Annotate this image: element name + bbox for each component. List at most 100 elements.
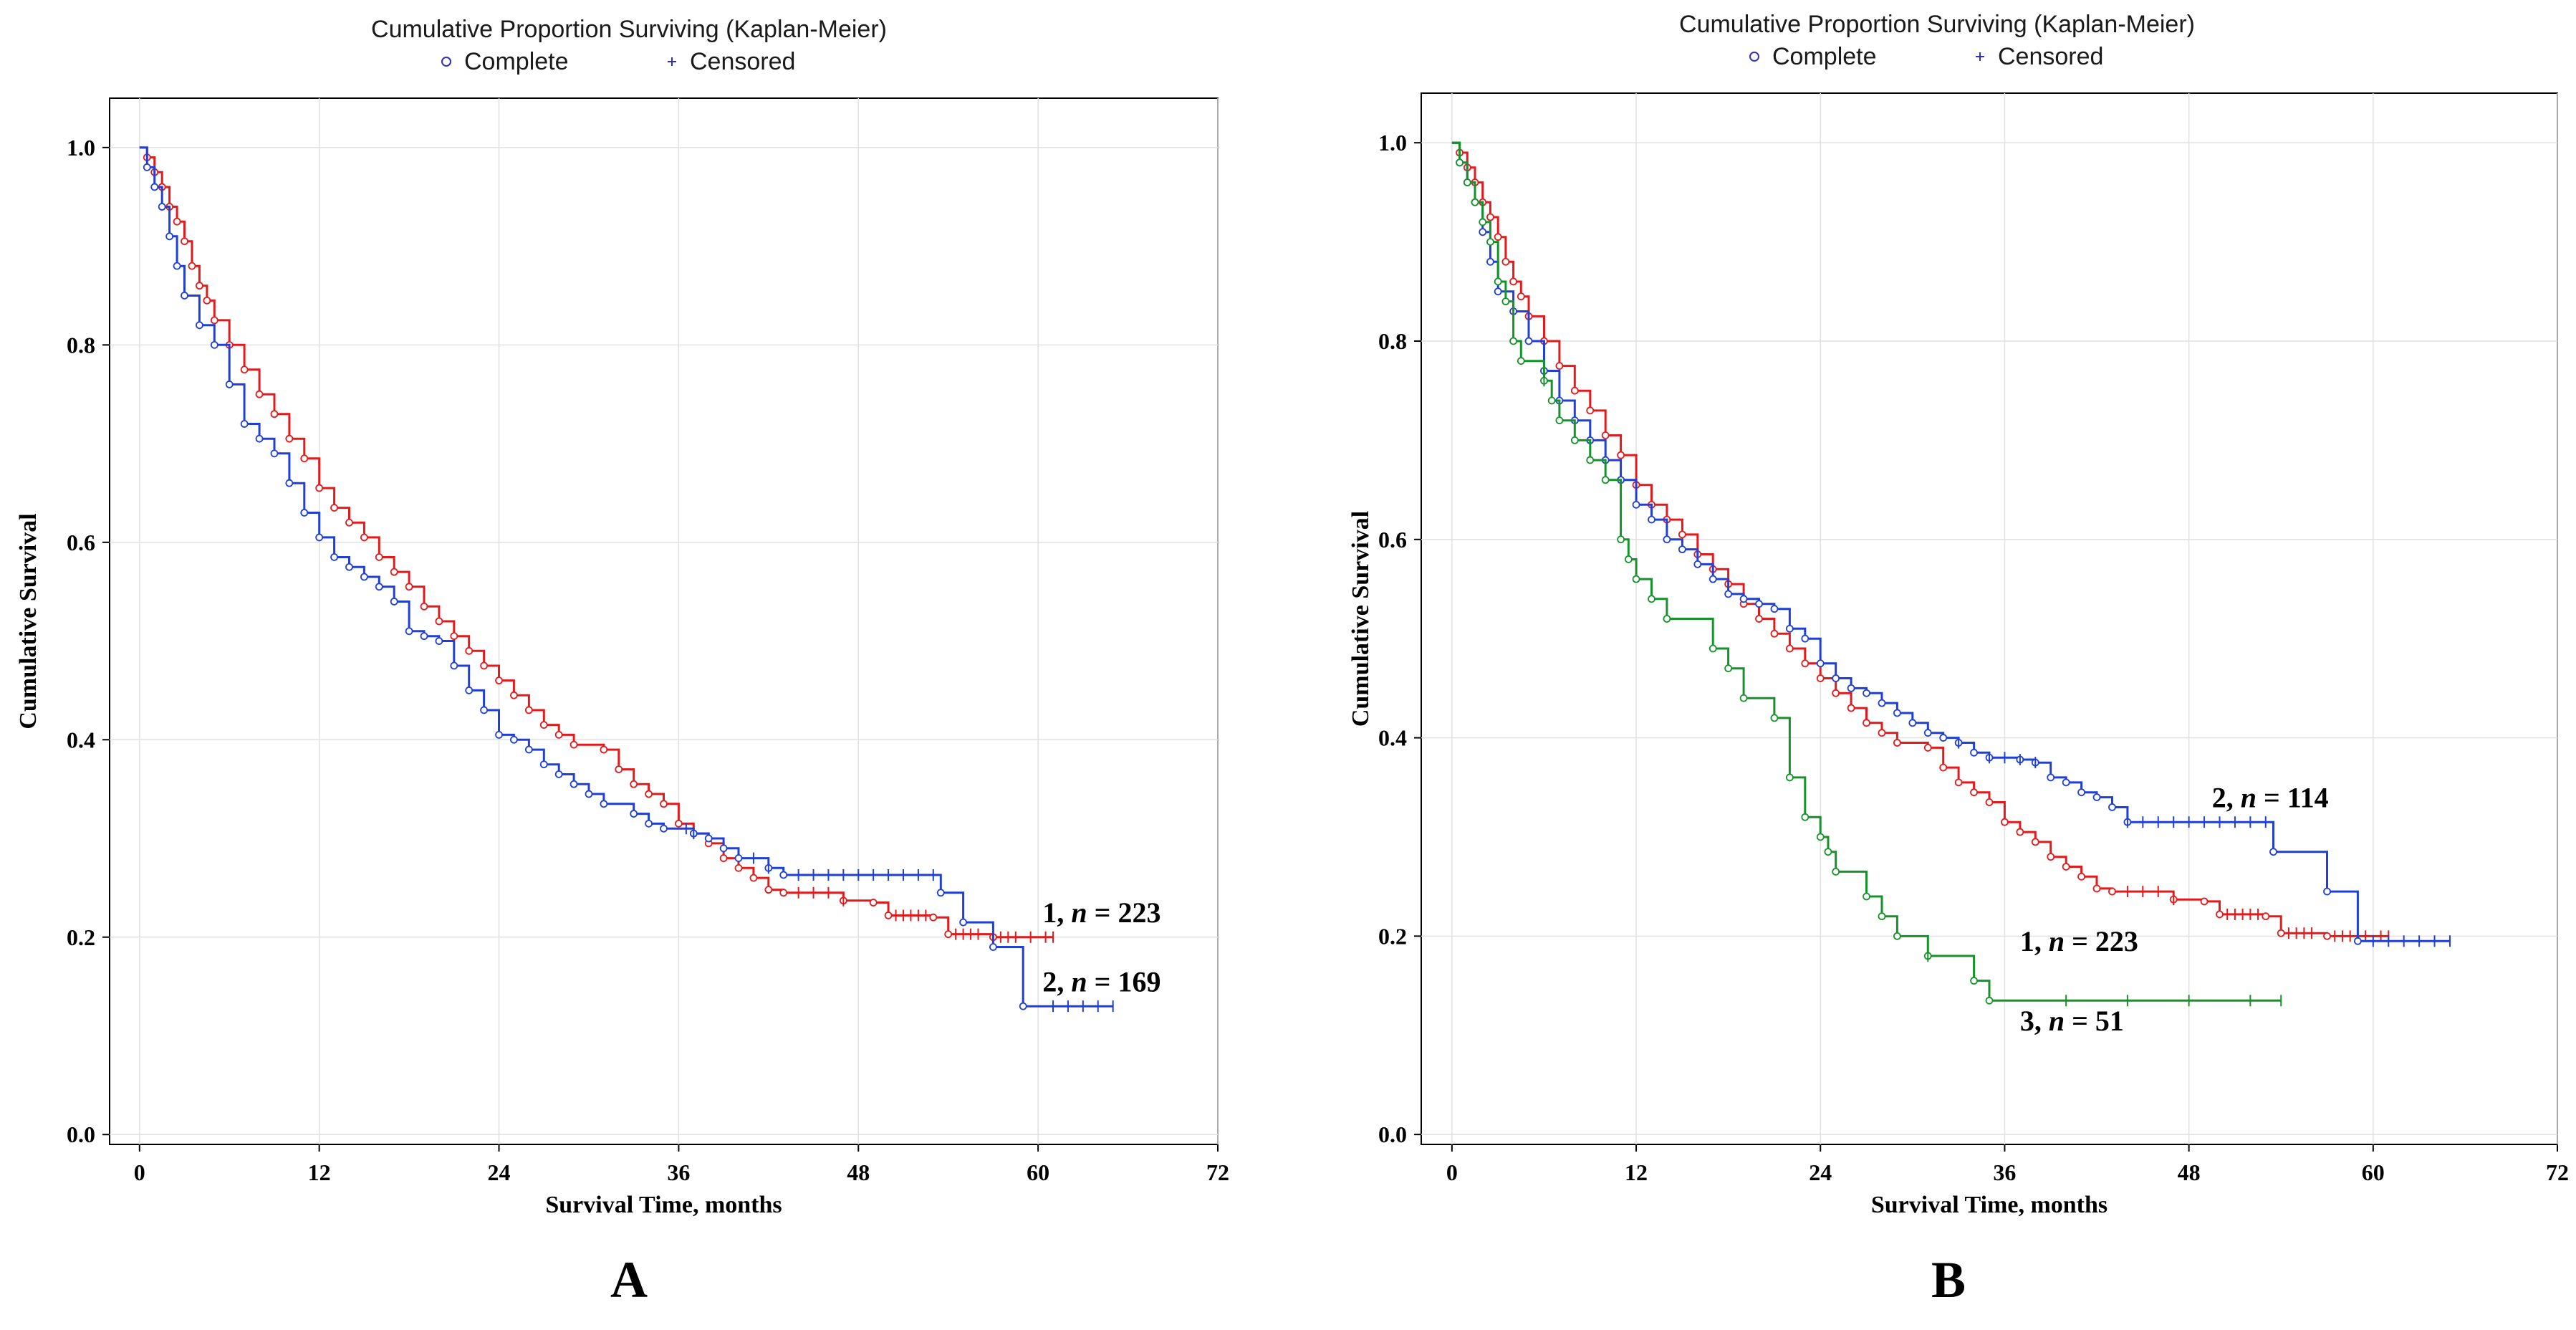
series-1-event-marker <box>600 745 608 754</box>
series-1-event-marker <box>1555 362 1564 370</box>
series-3-event-marker <box>1509 337 1517 345</box>
series-3-event-marker <box>1893 932 1901 940</box>
series-2-event-marker <box>1816 659 1825 668</box>
annotation-n-symbol: n <box>2241 781 2257 813</box>
series-1-event-marker <box>420 602 428 611</box>
series-3-event-marker <box>1479 218 1487 226</box>
series-2-event-marker <box>1739 595 1748 603</box>
series-1-event-marker <box>188 262 196 270</box>
series-1-event-marker <box>255 390 264 398</box>
series-3-event-marker <box>1724 664 1733 673</box>
series-1-event-marker <box>1601 431 1610 439</box>
series-3-event-marker <box>1739 694 1748 702</box>
series-1: 1, n = 223 <box>139 146 1161 943</box>
chart-title: Cumulative Proportion Surviving (Kaplan-… <box>1679 11 2195 38</box>
series-2-event-marker <box>1019 1002 1027 1010</box>
series-2-event-marker <box>165 232 174 241</box>
series-1-event-marker <box>435 617 443 626</box>
series-3-event-marker <box>1486 238 1494 246</box>
legend-complete-label: Complete <box>1772 43 1877 70</box>
series-1-event-marker <box>390 568 398 576</box>
series-2-event-marker <box>2092 793 2101 802</box>
x-tick-label: 0 <box>134 1159 145 1185</box>
series-1-event-marker <box>2277 929 2285 937</box>
series-2-event-marker <box>435 637 443 645</box>
series-1-event-marker <box>196 282 203 290</box>
series-2-line <box>1451 141 2450 942</box>
series-3-event-marker <box>1863 892 1870 901</box>
series-3-event-marker <box>1501 297 1510 306</box>
series-3-event-marker <box>1985 996 1994 1005</box>
series-1-event-marker <box>2016 828 2024 836</box>
series-2-event-marker <box>1632 500 1640 509</box>
series-3-event-marker <box>1547 396 1556 405</box>
y-tick-label: 0.6 <box>1378 527 1407 552</box>
series-1-event-marker <box>1847 704 1855 712</box>
series-1-event-marker <box>360 533 368 542</box>
series-2-event-marker <box>1663 535 1671 544</box>
series-2-event-marker <box>173 262 181 270</box>
plot-frame <box>109 97 1219 1145</box>
series-2-event-marker <box>1970 748 1978 757</box>
series-1-event-marker <box>480 661 489 670</box>
series-1-event-marker <box>1923 744 1932 752</box>
series-1-event-marker <box>1570 386 1579 395</box>
series-3-annotation: 3, n = 51 <box>2020 1005 2124 1037</box>
annotation-count: = 223 <box>1087 896 1161 929</box>
series-1-event-marker <box>510 691 518 699</box>
series-2-event-marker <box>1923 729 1932 737</box>
series-1-event-marker <box>1801 659 1810 668</box>
series-1-event-marker <box>749 874 758 882</box>
series-1-event-marker <box>779 889 788 897</box>
y-axis-label: Cumulative Survival <box>15 513 42 729</box>
series-2-event-marker <box>2323 887 2331 896</box>
series-2-annotation: 2, n = 169 <box>1042 966 1160 998</box>
series-2-event-marker <box>704 834 713 843</box>
series-1-event-marker <box>2062 863 2070 871</box>
annotation-group: 2, <box>1042 966 1071 998</box>
series-1-event-marker <box>1939 763 1948 772</box>
annotation-count: = 51 <box>2065 1005 2124 1037</box>
annotation-count: = 223 <box>2065 925 2138 957</box>
y-tick-label: 1.0 <box>1378 130 1407 156</box>
y-tick-label: 0.8 <box>1378 328 1407 354</box>
series-2-event-marker <box>240 420 249 428</box>
series-2-event-marker <box>1693 560 1702 568</box>
series-2-event-marker <box>524 745 533 754</box>
series-2-event-marker <box>630 810 638 818</box>
series-1-event-marker <box>569 740 578 749</box>
series-2-event-marker <box>480 706 489 714</box>
series-1-event-marker <box>1755 615 1763 623</box>
x-tick-label: 24 <box>1809 1159 1832 1185</box>
series-2-event-marker <box>390 598 398 606</box>
series-2-event-marker <box>1486 257 1494 266</box>
series-1-event-marker <box>2031 838 2039 846</box>
series-1-event-marker <box>884 912 893 919</box>
series-1-event-marker <box>330 504 338 512</box>
series-3-event-marker <box>1494 277 1502 286</box>
y-tick-label: 0.4 <box>1378 725 1407 751</box>
x-tick-label: 60 <box>2362 1159 2385 1185</box>
series-2-event-marker <box>539 760 548 769</box>
series-2-event-marker <box>734 854 743 862</box>
series-2-event-marker <box>1908 719 1917 727</box>
series-1-event-marker <box>645 790 653 798</box>
series-3-event-marker <box>1648 595 1655 603</box>
series-3-event-marker <box>1555 416 1564 425</box>
annotation-n-symbol: n <box>1071 966 1087 998</box>
series-3-event-marker <box>1601 476 1610 484</box>
series-3-event-marker <box>1824 848 1832 856</box>
annotation-group: 1, <box>2020 925 2049 957</box>
series-2-event-marker <box>375 583 383 591</box>
series-1-event-marker <box>181 237 188 246</box>
y-tick-label: 0.0 <box>67 1121 95 1147</box>
x-tick-label: 72 <box>2546 1159 2569 1185</box>
series-2-event-marker <box>1678 545 1686 554</box>
series-1-event-marker <box>2323 932 2331 940</box>
series-2-event-marker <box>420 632 428 641</box>
series-1-event-marker <box>944 930 953 939</box>
x-tick-label: 12 <box>1625 1159 1648 1185</box>
series-1-event-marker <box>929 913 938 922</box>
series-3-event-marker <box>1832 868 1840 876</box>
